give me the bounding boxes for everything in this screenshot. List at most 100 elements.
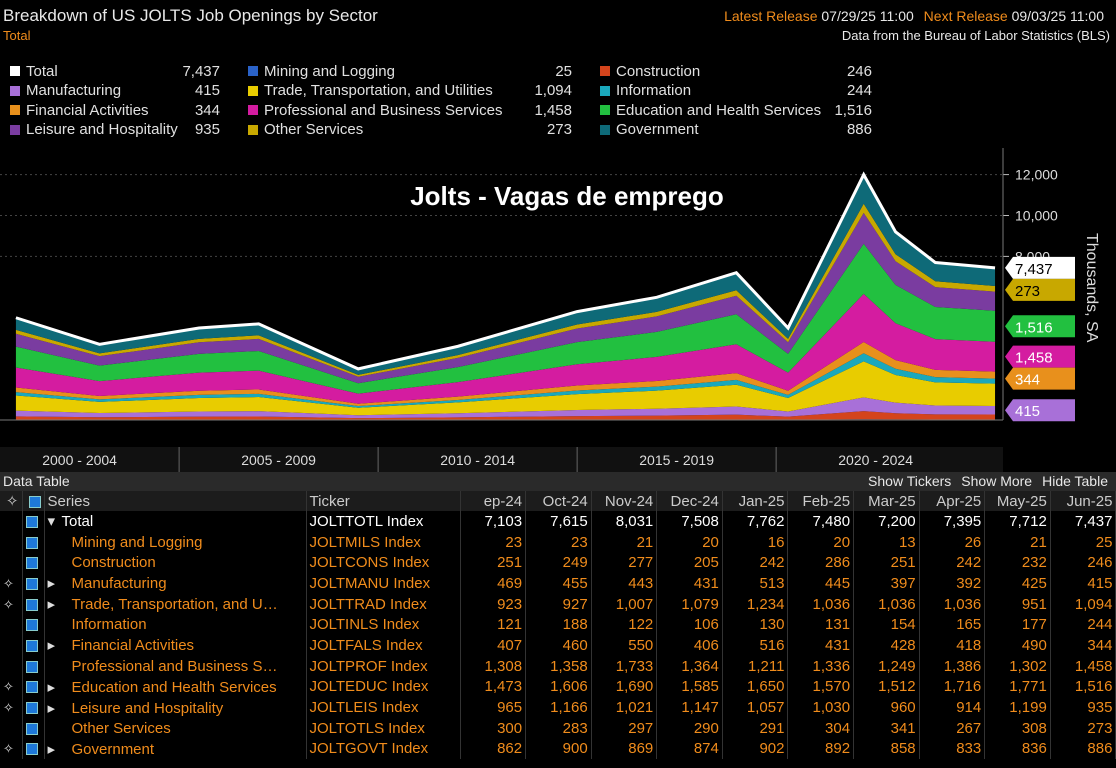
value-cell: 244 [1050, 614, 1116, 636]
area [15, 341, 996, 407]
column-header: Nov-24 [591, 491, 658, 511]
value-cell: 923 [460, 593, 527, 615]
table-button[interactable]: Show More [961, 473, 1033, 489]
series-name: Other Services [71, 719, 171, 737]
legend-swatch [248, 66, 258, 77]
legend-label: Leisure and Hospitality [26, 121, 178, 139]
value-cell: 300 [460, 717, 527, 739]
value-cell: 445 [787, 573, 855, 594]
checkbox-cell[interactable] [22, 593, 45, 615]
column-header: Mar-25 [853, 491, 920, 511]
value-cell: 1,716 [919, 676, 986, 698]
checkbox-cell[interactable] [22, 531, 45, 553]
legend-value: 1,516 [834, 101, 872, 119]
legend-item: Leisure and Hospitality 935 [10, 121, 248, 140]
series-cell[interactable]: ▸ Government [44, 738, 307, 760]
legend-label: Total [26, 62, 58, 80]
value-cell: 23 [525, 531, 592, 553]
legend-swatch [248, 124, 258, 135]
checkbox-cell[interactable] [22, 552, 45, 574]
table-button[interactable]: Show Tickers [868, 473, 952, 489]
checkbox-cell[interactable] [22, 511, 45, 532]
series-cell[interactable]: ▸ Trade, Transportation, and U… [44, 593, 307, 615]
value-cell: 1,512 [853, 676, 920, 698]
checkbox-cell[interactable] [22, 676, 45, 698]
ticker-cell: JOLTFALS Index [306, 635, 461, 656]
value-cell: 290 [656, 717, 723, 739]
pin-cell: ✧ [0, 738, 23, 760]
column-header: Dec-24 [656, 491, 723, 511]
page-title: Breakdown of US JOLTS Job Openings by Se… [3, 6, 378, 25]
x-tick-label: 2015 - 2019 [639, 452, 714, 468]
value-cell: 242 [919, 552, 986, 574]
checkbox-cell[interactable] [22, 573, 45, 594]
value-cell: 431 [656, 573, 723, 594]
series-name: Total [61, 513, 94, 531]
value-cell: 251 [460, 552, 527, 574]
next-date: 09/03/25 11:00 [1011, 8, 1104, 24]
series-cell[interactable]: ▸ Manufacturing [44, 573, 307, 594]
checkbox-cell[interactable] [22, 717, 45, 739]
table-button[interactable]: Hide Table [1042, 473, 1108, 489]
value-cell: 1,249 [853, 655, 920, 677]
value-tag [1005, 345, 1075, 368]
value-cell: 1,771 [984, 676, 1051, 698]
header-cell: ✧ [0, 491, 23, 511]
series-cell: Professional and Business S… [44, 655, 307, 677]
value-cell: 914 [919, 697, 986, 718]
checkbox-cell[interactable] [22, 655, 45, 677]
table-row: ✧ ▸ Education and Health Services JOLTEDUC … [0, 676, 1116, 698]
ticker-cell: JOLTTRAD Index [306, 593, 461, 615]
pin-cell: ✧ [0, 676, 23, 698]
column-header: Feb-25 [787, 491, 855, 511]
series-cell[interactable]: ▾ Total [44, 511, 307, 532]
value-cell: 1,021 [591, 697, 658, 718]
checkbox-cell[interactable] [22, 635, 45, 656]
legend-value: 25 [555, 62, 572, 80]
legend-value: 1,094 [534, 82, 572, 100]
data-table: ✧ Series Ticker ep-24 Oct-24 Nov-24 Dec-24 Jan-… [0, 491, 1116, 760]
value-tag-label: 1,516 [1015, 319, 1053, 336]
expand-arrow: ▸ [47, 575, 56, 593]
pin-cell: ✧ [0, 593, 23, 615]
area [15, 293, 996, 404]
x-tick-label: 2000 - 2004 [42, 452, 117, 468]
value-cell: 1,234 [722, 593, 789, 615]
value-cell: 460 [525, 635, 592, 656]
value-cell: 232 [984, 552, 1051, 574]
checkbox-cell[interactable] [22, 738, 45, 760]
series-cell[interactable]: ▸ Financial Activities [44, 635, 307, 656]
series-name: Financial Activities [71, 637, 195, 655]
legend-item: Trade, Transportation, and Utilities 1,09… [248, 82, 600, 101]
value-cell: 308 [984, 717, 1051, 739]
checkbox-cell[interactable] [22, 614, 45, 636]
value-cell: 121 [460, 614, 527, 636]
checkbox-cell[interactable] [22, 697, 45, 718]
column-header: Ticker [306, 491, 461, 511]
series-cell[interactable]: ▸ Leisure and Hospitality [44, 697, 307, 718]
value-tag-label: 7,437 [1015, 261, 1053, 278]
value-cell: 7,762 [722, 511, 789, 532]
table-buttons: Show Tickers Show More Hide Table [868, 473, 1108, 489]
legend-item: Mining and Logging 25 [248, 62, 600, 81]
value-cell: 7,103 [460, 511, 527, 532]
value-cell: 1,007 [591, 593, 658, 615]
series-name: Government [71, 740, 155, 758]
value-cell: 550 [591, 635, 658, 656]
legend-label: Mining and Logging [264, 62, 395, 80]
ticker-cell: JOLTEDUC Index [306, 676, 461, 698]
ticker-cell: JOLTLEIS Index [306, 697, 461, 718]
value-cell: 1,211 [722, 655, 789, 677]
table-toolbar: Data Table Show Tickers Show More Hide Tab… [0, 472, 1116, 491]
value-cell: 1,336 [787, 655, 855, 677]
y-tick-label: 12,000 [1015, 167, 1058, 183]
value-cell: 418 [919, 635, 986, 656]
legend-swatch [600, 85, 610, 96]
legend-value: 344 [194, 101, 220, 119]
value-cell: 205 [656, 552, 723, 574]
series-cell[interactable]: ▸ Education and Health Services [44, 676, 307, 698]
ticker-cell: JOLTGOVT Index [306, 738, 461, 760]
value-cell: 927 [525, 593, 592, 615]
series-name: Construction [71, 554, 156, 572]
